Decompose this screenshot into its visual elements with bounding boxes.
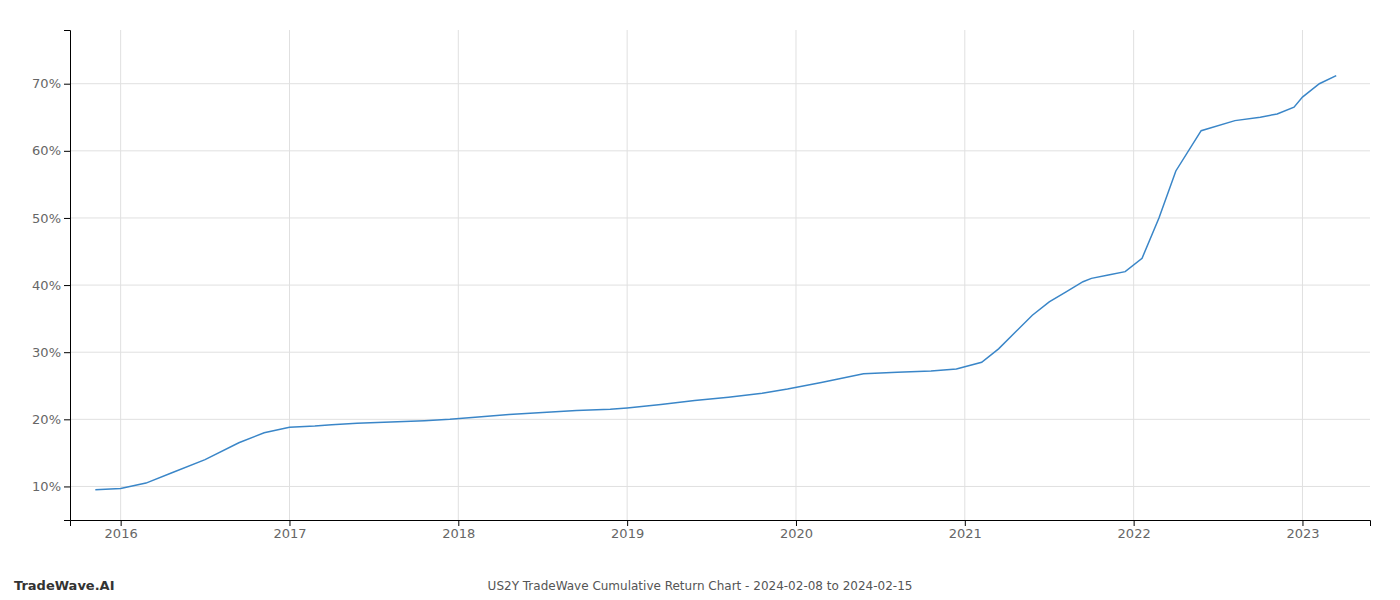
x-tick-label: 2017 [273, 526, 306, 541]
y-tick-label: 60% [32, 143, 61, 158]
x-tick: 2016 [105, 520, 138, 541]
axis-line [71, 521, 1371, 527]
x-tick-mark [796, 520, 797, 526]
axis-line [64, 31, 71, 521]
grid-line-y [70, 419, 1370, 420]
y-tick: 10% [32, 479, 70, 494]
title: US2Y TradeWave Cumulative Return Chart -… [488, 579, 913, 593]
x-tick: 2022 [1118, 520, 1151, 541]
y-tick-mark [64, 84, 70, 85]
x-tick-mark [121, 520, 122, 526]
y-tick: 60% [32, 143, 70, 158]
x-tick: 2017 [273, 520, 306, 541]
grid-line-x [289, 30, 290, 520]
x-tick: 2019 [611, 520, 644, 541]
y-tick: 70% [32, 76, 70, 91]
y-tick-label: 20% [32, 412, 61, 427]
grid-line-y [70, 285, 1370, 286]
y-tick-mark [64, 486, 70, 487]
y-tick-label: 70% [32, 76, 61, 91]
x-tick-label: 2020 [780, 526, 813, 541]
x-tick-label: 2021 [949, 526, 982, 541]
x-tick: 2018 [442, 520, 475, 541]
y-tick-label: 10% [32, 479, 61, 494]
grid-line-y [70, 150, 1370, 151]
y-tick-mark [64, 218, 70, 219]
grid [70, 30, 1370, 520]
y-tick-label: 50% [32, 211, 61, 226]
grid-line-x [627, 30, 628, 520]
y-tick-mark [64, 151, 70, 152]
grid-line-y [70, 83, 1370, 84]
x-tick-mark [627, 520, 628, 526]
x-tick-label: 2019 [611, 526, 644, 541]
x-axis: 2016 2017 2018 2019 2020 2021 2022 2023 [71, 520, 1371, 541]
x-tick: 2023 [1286, 520, 1319, 541]
y-tick-mark [64, 419, 70, 420]
grid-line-x [1133, 30, 1134, 520]
x-tick-mark [965, 520, 966, 526]
marks [95, 76, 1336, 490]
grid-line-y [70, 486, 1370, 487]
x-tick-mark [1302, 520, 1303, 526]
x-tick-label: 2022 [1118, 526, 1151, 541]
x-tick-label: 2023 [1286, 526, 1319, 541]
watermark: TradeWave.AI [14, 578, 115, 593]
y-tick-mark [64, 352, 70, 353]
y-axis: 10% 20% 30% 40% 50% 60% 70% [32, 31, 70, 521]
x-tick: 2020 [780, 520, 813, 541]
grid-line-x [964, 30, 965, 520]
y-tick: 30% [32, 345, 70, 360]
grid-line-y [70, 217, 1370, 218]
y-tick-mark [64, 285, 70, 286]
x-tick-label: 2018 [442, 526, 475, 541]
x-tick: 2021 [949, 520, 982, 541]
x-tick-mark [1134, 520, 1135, 526]
y-tick-label: 40% [32, 278, 61, 293]
grid-line-x [1302, 30, 1303, 520]
grid-line-x [795, 30, 796, 520]
y-tick: 50% [32, 211, 70, 226]
grid-line-x [120, 30, 121, 520]
x-tick-label: 2016 [105, 526, 138, 541]
x-tick-mark [458, 520, 459, 526]
y-tick-label: 30% [32, 345, 61, 360]
plot-area: 2016 2017 2018 2019 2020 2021 2022 2023 10% 20% 30… [32, 30, 1370, 541]
grid-line-x [458, 30, 459, 520]
chart: 2016 2017 2018 2019 2020 2021 2022 2023 10% 20% 30… [0, 0, 1400, 600]
y-tick: 20% [32, 412, 70, 427]
line [95, 76, 1336, 490]
x-tick-mark [289, 520, 290, 526]
grid-line-y [70, 352, 1370, 353]
y-tick: 40% [32, 278, 70, 293]
